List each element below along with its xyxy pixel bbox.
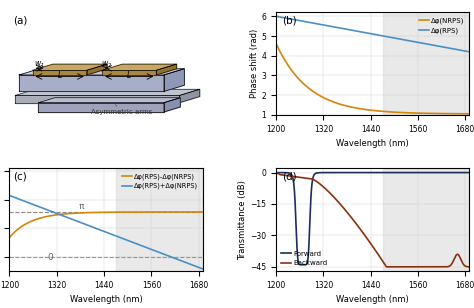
- Δφ(RPS): [402, 38, 408, 42]
- Δφ(RPS)-Δφ(NRPS): [200, 210, 206, 214]
- Δφ(NRPS): [273, 42, 279, 45]
- Δφ(RPS): [419, 41, 424, 45]
- Y-axis label: Transmittance (dB): Transmittance (dB): [238, 180, 247, 260]
- Δφ(RPS)+Δφ(NRPS): [56, 213, 62, 216]
- Δφ(NRPS): [361, 107, 366, 111]
- Legend: Δφ(NRPS), Δφ(RPS): Δφ(NRPS), Δφ(RPS): [417, 16, 466, 35]
- Text: $L$: $L$: [57, 69, 63, 80]
- Δφ(RPS): [323, 23, 328, 27]
- Polygon shape: [164, 69, 184, 91]
- Δφ(RPS)+Δφ(NRPS): [7, 194, 12, 197]
- Δφ(RPS)+Δφ(NRPS): [136, 243, 141, 246]
- Bar: [383, 12, 469, 115]
- Backward: [466, 265, 472, 269]
- Δφ(RPS)+Δφ(NRPS): [152, 249, 158, 253]
- Polygon shape: [180, 89, 200, 103]
- Backward: [308, 177, 313, 180]
- Bar: [383, 168, 469, 271]
- Polygon shape: [19, 75, 164, 91]
- Line: Δφ(RPS): Δφ(RPS): [276, 16, 469, 52]
- X-axis label: Wavelength (nm): Wavelength (nm): [336, 139, 409, 148]
- Forward: [323, 171, 329, 174]
- Δφ(RPS)-Δφ(NRPS): [56, 213, 62, 216]
- Backward: [402, 265, 408, 269]
- Polygon shape: [87, 64, 107, 75]
- Δφ(RPS)+Δφ(NRPS): [41, 207, 46, 210]
- Text: π: π: [79, 202, 84, 211]
- Line: Backward: Backward: [276, 172, 469, 267]
- Polygon shape: [164, 98, 180, 112]
- Δφ(RPS)-Δφ(NRPS): [94, 211, 100, 214]
- Δφ(RPS): [466, 50, 472, 54]
- Δφ(NRPS): [387, 110, 393, 114]
- Text: (d): (d): [282, 172, 297, 181]
- Forward: [387, 171, 393, 174]
- Δφ(RPS)-Δφ(NRPS): [7, 236, 12, 239]
- Text: $w_1$: $w_1$: [34, 60, 45, 71]
- Δφ(NRPS): [402, 111, 408, 115]
- Line: Δφ(NRPS): Δφ(NRPS): [276, 43, 469, 114]
- Δφ(RPS): [387, 35, 393, 39]
- Δφ(RPS): [361, 30, 366, 34]
- Δφ(RPS)-Δφ(NRPS): [136, 210, 141, 214]
- Δφ(RPS)+Δφ(NRPS): [200, 267, 206, 271]
- Δφ(RPS)-Δφ(NRPS): [152, 210, 158, 214]
- Backward: [419, 265, 425, 269]
- Forward: [419, 171, 425, 174]
- Δφ(RPS)+Δφ(NRPS): [120, 237, 126, 241]
- Polygon shape: [38, 103, 164, 112]
- Text: (a): (a): [13, 15, 27, 25]
- Forward: [402, 171, 408, 174]
- Text: $w_2$: $w_2$: [101, 60, 113, 71]
- Polygon shape: [15, 89, 200, 95]
- Forward: [273, 171, 279, 174]
- Backward: [384, 265, 390, 269]
- Line: Δφ(RPS)-Δφ(NRPS): Δφ(RPS)-Δφ(NRPS): [9, 212, 203, 237]
- Forward: [300, 263, 306, 267]
- Backward: [361, 232, 366, 235]
- Backward: [387, 265, 393, 269]
- Polygon shape: [102, 64, 177, 70]
- Polygon shape: [38, 98, 180, 103]
- Polygon shape: [19, 69, 184, 75]
- Text: (b): (b): [282, 15, 297, 25]
- Backward: [273, 171, 279, 174]
- Δφ(RPS)-Δφ(NRPS): [120, 210, 126, 214]
- Δφ(NRPS): [419, 111, 424, 115]
- Polygon shape: [33, 64, 107, 70]
- Polygon shape: [33, 70, 87, 75]
- Forward: [466, 171, 472, 174]
- Δφ(RPS)-Δφ(NRPS): [41, 215, 46, 219]
- Text: 0: 0: [47, 253, 53, 262]
- Δφ(NRPS): [308, 87, 313, 91]
- Forward: [308, 202, 313, 206]
- Forward: [361, 171, 367, 174]
- Δφ(NRPS): [323, 97, 328, 101]
- Y-axis label: Phase shift (rad): Phase shift (rad): [250, 29, 259, 98]
- Legend: Δφ(RPS)-Δφ(NRPS), Δφ(RPS)+Δφ(NRPS): Δφ(RPS)-Δφ(NRPS), Δφ(RPS)+Δφ(NRPS): [120, 172, 200, 191]
- Polygon shape: [156, 64, 177, 75]
- Polygon shape: [15, 95, 180, 103]
- X-axis label: Wavelength (nm): Wavelength (nm): [70, 295, 143, 304]
- Text: (c): (c): [13, 172, 27, 181]
- Δφ(NRPS): [466, 112, 472, 116]
- X-axis label: Wavelength (nm): Wavelength (nm): [336, 295, 409, 304]
- Text: Asymmetric arms: Asymmetric arms: [91, 105, 152, 115]
- Δφ(RPS): [308, 21, 313, 24]
- Δφ(RPS): [273, 14, 279, 18]
- Bar: [116, 168, 203, 271]
- Δφ(RPS)+Δφ(NRPS): [94, 227, 100, 230]
- Text: $L$: $L$: [127, 69, 132, 80]
- Line: Forward: Forward: [276, 172, 469, 265]
- Legend: Forward, Backward: Forward, Backward: [280, 249, 329, 268]
- Polygon shape: [102, 70, 156, 75]
- Line: Δφ(RPS)+Δφ(NRPS): Δφ(RPS)+Δφ(NRPS): [9, 196, 203, 269]
- Backward: [323, 187, 328, 191]
